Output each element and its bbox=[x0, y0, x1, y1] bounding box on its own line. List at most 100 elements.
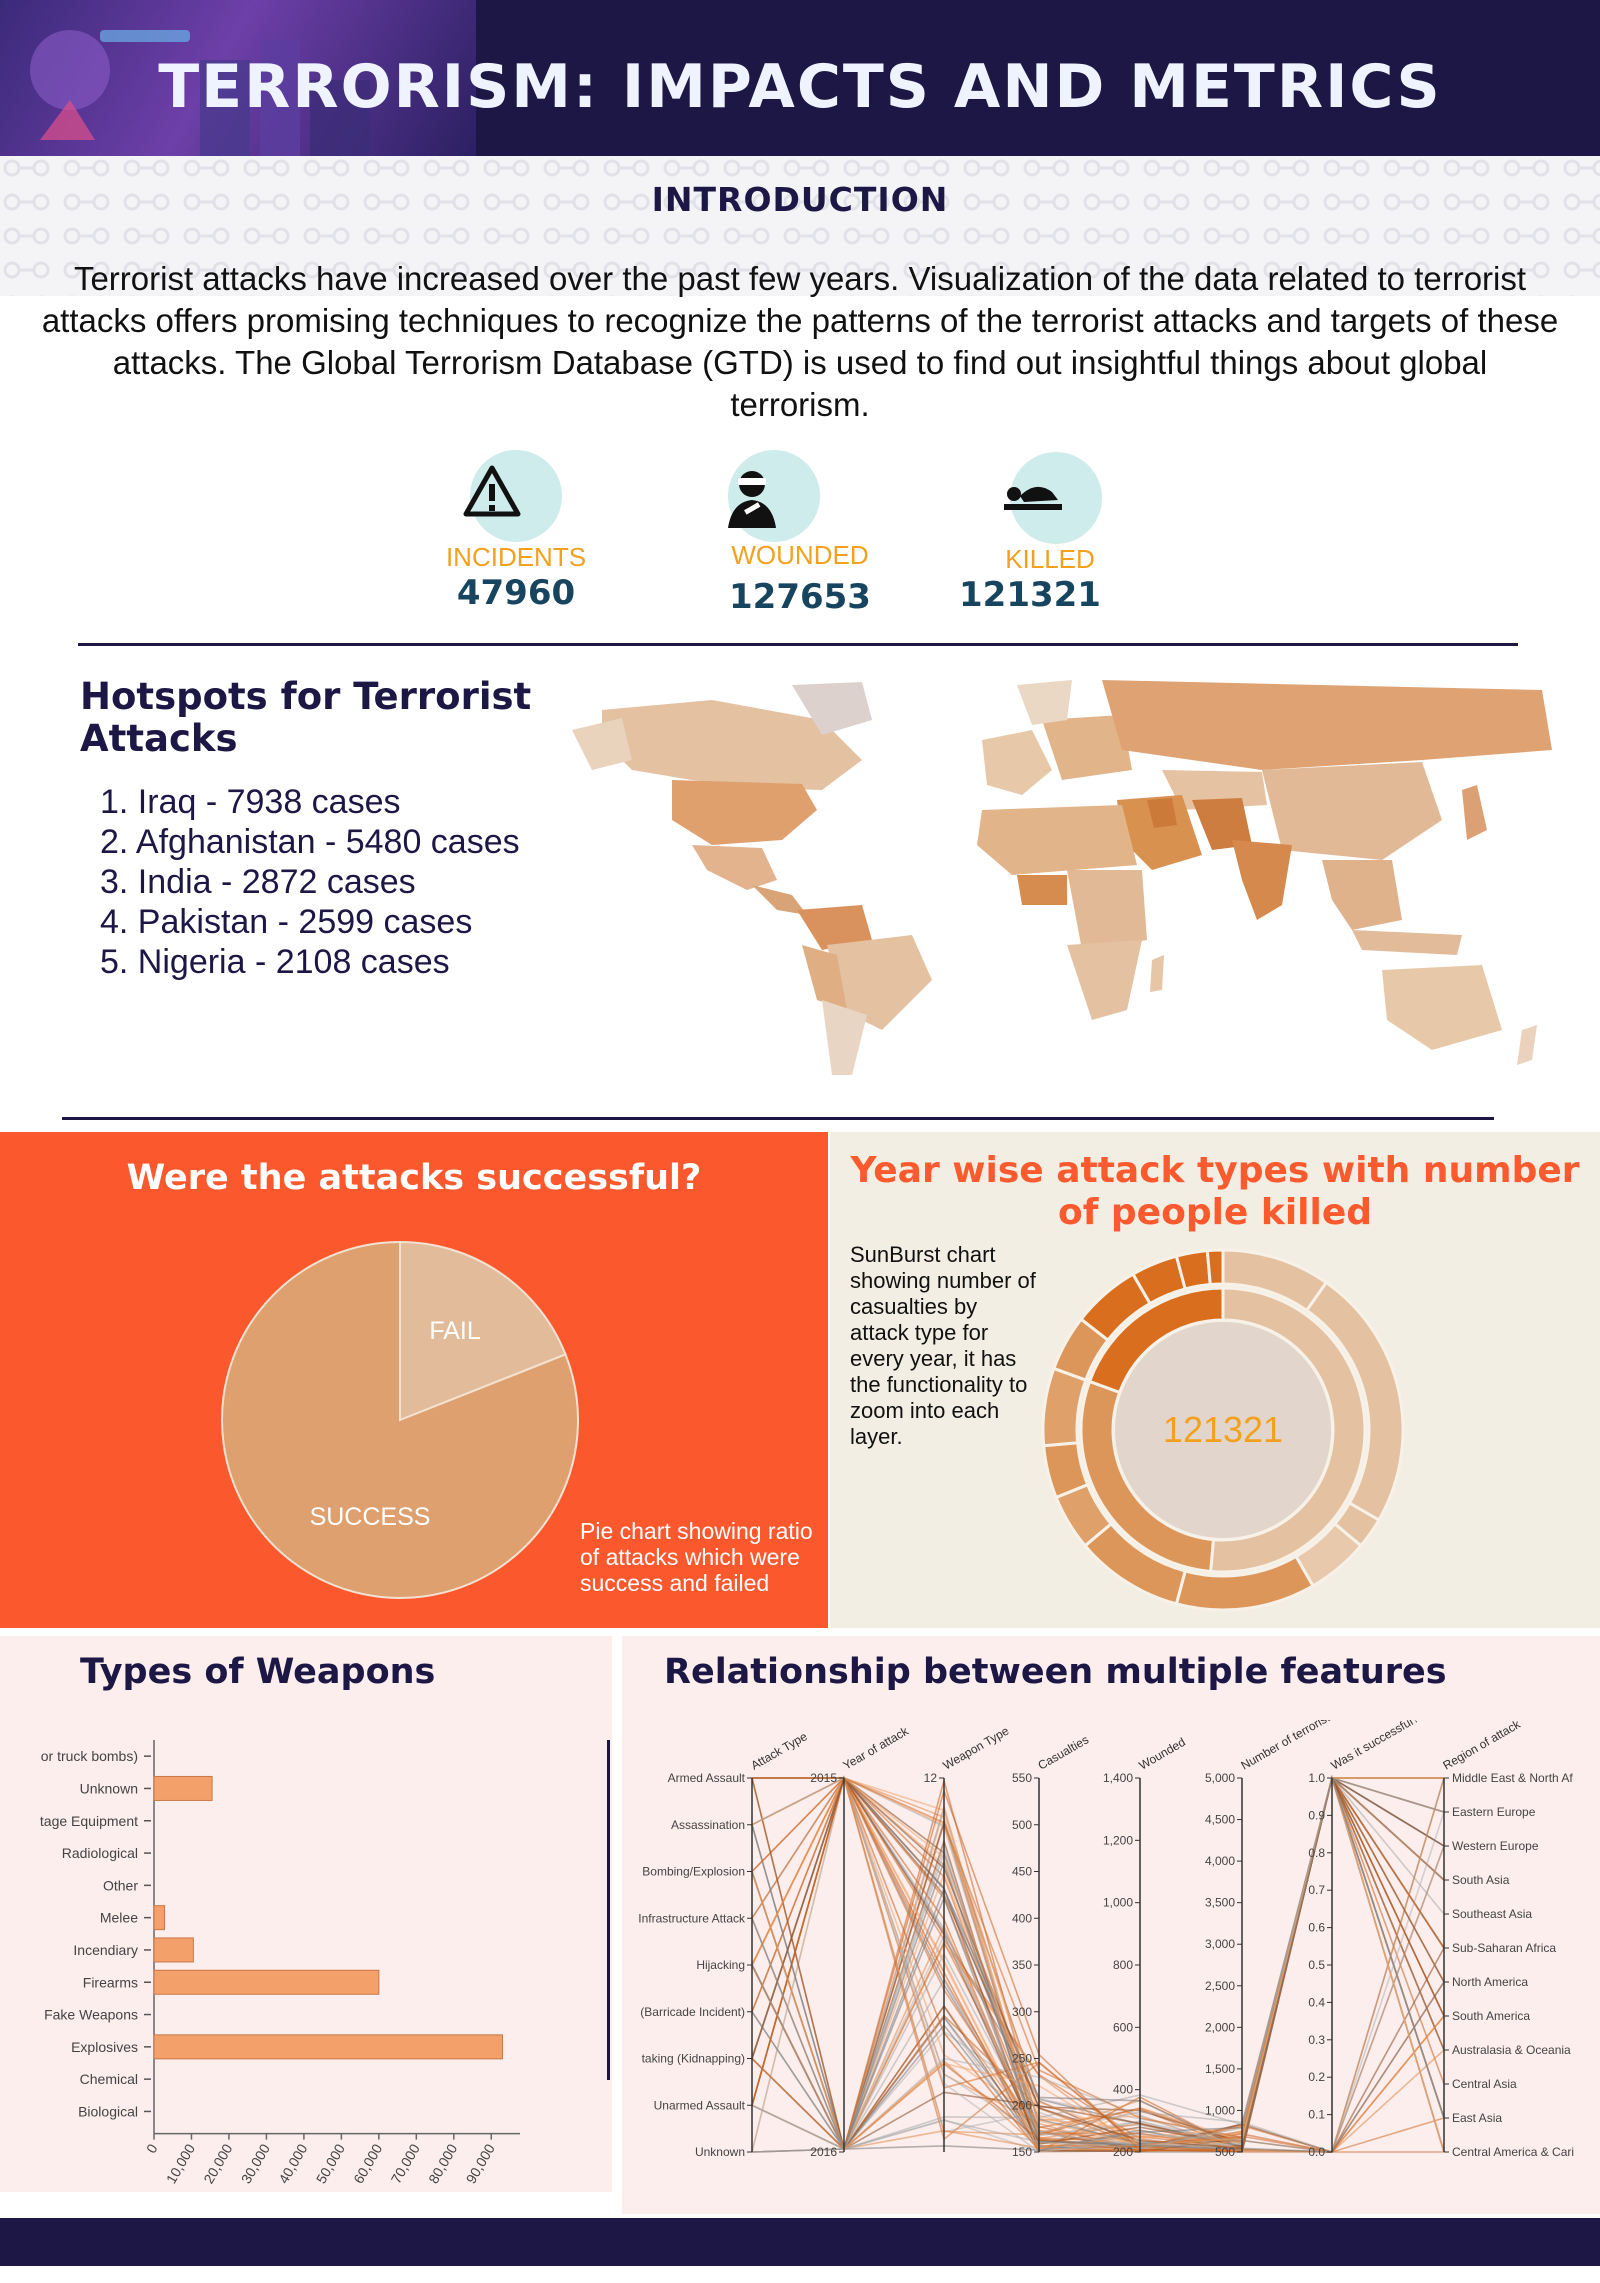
link-pattern-graphic bbox=[0, 156, 1600, 296]
bar-explosives[interactable] bbox=[153, 2034, 504, 2060]
kpi-killed: KILLED 121321 bbox=[950, 544, 1150, 615]
parallel-tick-label: 400 bbox=[1012, 1911, 1032, 1925]
map-region-usa bbox=[672, 780, 817, 845]
success-title: Were the attacks successful? bbox=[126, 1158, 702, 1198]
bar-category-label: tage Equipment bbox=[40, 1813, 138, 1829]
pie-slice-success[interactable] bbox=[221, 1240, 579, 1599]
parallel-line bbox=[751, 1775, 1445, 2150]
parallel-line bbox=[751, 1775, 1445, 2153]
map-region-russia bbox=[1102, 680, 1552, 770]
map-region-nigeria bbox=[1017, 875, 1067, 905]
parallel-line bbox=[751, 1774, 1445, 2153]
bar-unknown[interactable] bbox=[153, 1775, 213, 1801]
sunburst-segment[interactable] bbox=[1205, 1248, 1225, 1287]
parallel-line bbox=[751, 1776, 1445, 2153]
parallel-line bbox=[751, 1775, 1445, 2139]
bar-category-label: Unknown bbox=[80, 1780, 138, 1796]
parallel-line bbox=[751, 1776, 1444, 2153]
sunburst-chart[interactable]: 121321 bbox=[1038, 1240, 1418, 1620]
parallel-tick-label: 1,500 bbox=[1205, 2062, 1235, 2076]
sunburst-center-value: 121321 bbox=[1163, 1409, 1283, 1450]
parallel-tick-label: Infrastructure Attack bbox=[638, 1911, 746, 1925]
bar-category-label: Explosives bbox=[71, 2039, 138, 2055]
parallel-line bbox=[751, 1776, 1445, 2153]
sunburst-center[interactable] bbox=[1115, 1322, 1331, 1538]
parallel-line bbox=[751, 1774, 1445, 2153]
parallel-tick-label: Hijacking bbox=[696, 1958, 745, 1972]
parallel-line bbox=[752, 1777, 1444, 2151]
x-tick-label: 50,000 bbox=[313, 2141, 348, 2186]
wounded-person-icon bbox=[728, 471, 776, 528]
parallel-line bbox=[751, 1775, 1445, 2153]
parallel-line bbox=[751, 1775, 1445, 2147]
parallel-axis-title: Attack Type bbox=[749, 1729, 810, 1773]
kpi-incidents: INCIDENTS 47960 bbox=[416, 542, 616, 613]
parallel-line bbox=[751, 1777, 1445, 2153]
parallel-tick-label: Southeast Asia bbox=[1452, 1907, 1532, 1921]
parallel-line bbox=[752, 1777, 1445, 2153]
parallel-line bbox=[751, 1775, 1445, 2140]
parallel-tick-label: 0.7 bbox=[1308, 1883, 1325, 1897]
parallel-line bbox=[751, 1774, 1445, 2153]
map-region-china bbox=[1262, 762, 1442, 860]
section-divider bbox=[78, 643, 1518, 646]
kpi-icon-circle bbox=[470, 450, 562, 542]
parallel-line bbox=[751, 1774, 1445, 2153]
parallel-line bbox=[751, 1775, 1445, 2152]
hotspot-item: 3. India - 2872 cases bbox=[100, 863, 416, 901]
map-region-peru-bolivia bbox=[802, 945, 847, 1010]
map-region-afghanistan-pakistan bbox=[1192, 798, 1252, 850]
map-region-australia bbox=[1382, 965, 1502, 1050]
parallel-line bbox=[751, 1776, 1445, 2153]
parallel-line bbox=[751, 1776, 1445, 2153]
parallel-tick-label: 1,200 bbox=[1103, 1833, 1133, 1847]
map-region-europe-east bbox=[1042, 715, 1132, 780]
parallel-tick-label: 200 bbox=[1113, 2145, 1133, 2159]
parallel-axis-title: Weapon Type bbox=[941, 1724, 1012, 1773]
pie-label: SUCCESS bbox=[310, 1503, 431, 1531]
bar-incendiary[interactable] bbox=[153, 1937, 194, 1963]
map-region-southeast-asia bbox=[1322, 860, 1402, 930]
parallel-tick-label: Australasia & Oceania bbox=[1452, 2043, 1571, 2057]
parallel-title: Relationship between multiple features bbox=[664, 1652, 1447, 1692]
parallel-tick-label: 2016 bbox=[810, 2145, 837, 2159]
map-region-canada bbox=[602, 700, 862, 790]
bar-melee[interactable] bbox=[153, 1905, 165, 1931]
parallel-tick-label: 350 bbox=[1012, 1958, 1032, 1972]
map-region-southern-africa bbox=[1067, 940, 1142, 1020]
parallel-line bbox=[751, 1776, 1445, 2152]
parallel-tick-label: 0.3 bbox=[1308, 2033, 1325, 2047]
parallel-line bbox=[751, 1774, 1445, 2153]
parallel-line bbox=[751, 1775, 1445, 2151]
weapons-panel bbox=[0, 1636, 612, 2192]
parallel-line bbox=[751, 1775, 1445, 2152]
success-pie-chart[interactable]: FAIL SUCCESS bbox=[220, 1240, 580, 1600]
sunburst-segment[interactable] bbox=[1208, 1286, 1367, 1574]
parallel-axis-title: Wounded bbox=[1137, 1735, 1188, 1773]
bar-category-label: Biological bbox=[78, 2103, 138, 2119]
hotspot-item: 4. Pakistan - 2599 cases bbox=[100, 903, 473, 941]
sunburst-segment[interactable] bbox=[1041, 1366, 1088, 1448]
parallel-tick-label: Eastern Europe bbox=[1452, 1805, 1536, 1819]
parallel-tick-label: 0.5 bbox=[1308, 1958, 1325, 1972]
parallel-tick-label: Unarmed Assault bbox=[654, 2098, 746, 2112]
parallel-line bbox=[751, 1776, 1445, 2146]
map-region-argentina-chile bbox=[822, 1000, 867, 1075]
parallel-line bbox=[751, 1774, 1445, 2153]
pie-slice-fail[interactable] bbox=[399, 1240, 567, 1422]
parallel-line bbox=[751, 1775, 1445, 2152]
parallel-line bbox=[752, 1775, 1445, 2145]
parallel-line bbox=[751, 1776, 1445, 2152]
parallel-line bbox=[751, 1777, 1445, 2153]
parallel-tick-label: 2,500 bbox=[1205, 1979, 1235, 1993]
parallel-tick-label: 0.4 bbox=[1308, 1995, 1325, 2009]
bar-firearms[interactable] bbox=[153, 1969, 380, 1995]
sunburst-segment[interactable] bbox=[1087, 1286, 1225, 1395]
section-divider bbox=[62, 1117, 1494, 1120]
kpi-label: WOUNDED bbox=[731, 540, 869, 570]
map-region-middle-east bbox=[1117, 795, 1202, 870]
parallel-line bbox=[751, 1775, 1445, 2152]
parallel-tick-label: 500 bbox=[1012, 1818, 1032, 1832]
parallel-line bbox=[751, 1775, 1445, 2151]
